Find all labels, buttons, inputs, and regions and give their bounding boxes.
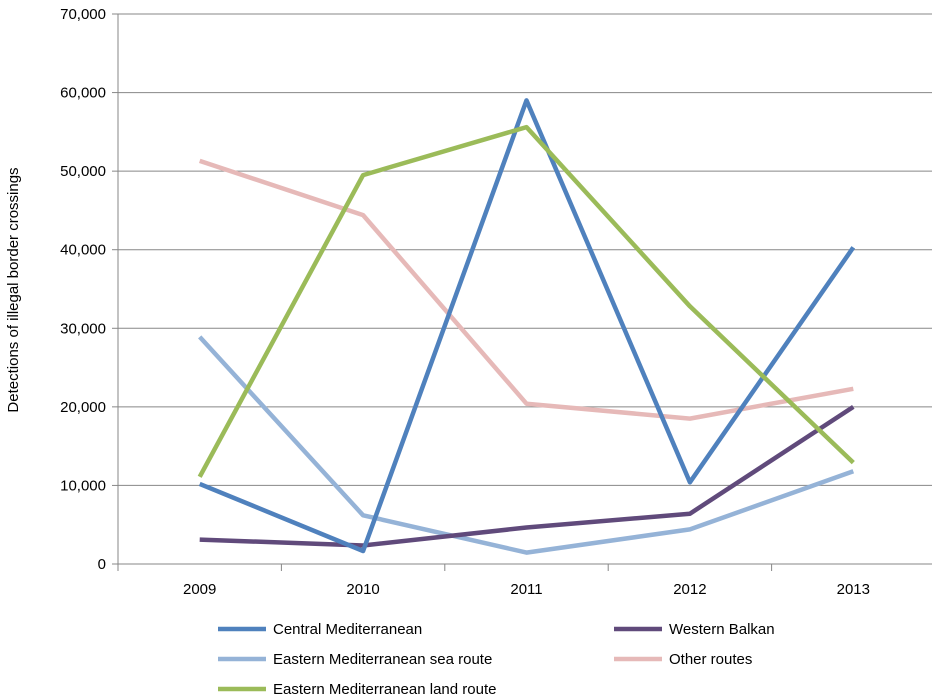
x-tick-label: 2011 (510, 581, 542, 598)
legend-item: Western Balkan (614, 621, 775, 638)
series-lines (197, 98, 856, 555)
y-tick-label: 20,000 (60, 399, 106, 416)
y-tick-label: 60,000 (60, 85, 106, 102)
legend-label: Eastern Mediterranean sea route (273, 651, 492, 668)
y-tick-label: 50,000 (60, 163, 106, 180)
y-tick-label: 0 (98, 556, 106, 573)
series-line (199, 405, 855, 548)
legend-label: Other routes (669, 651, 752, 668)
series-line (197, 124, 855, 478)
series-line (198, 335, 855, 555)
legend-label: Central Mediterranean (273, 621, 422, 638)
y-tick-label: 30,000 (60, 320, 106, 337)
x-tick-label: 2009 (183, 581, 216, 598)
gridlines (118, 13, 932, 486)
y-tick-label: 10,000 (60, 477, 106, 494)
legend-item: Central Mediterranean (218, 621, 422, 638)
legend-item: Eastern Mediterranean land route (218, 681, 496, 698)
x-tick-label: 2010 (346, 581, 379, 598)
x-tick-label: 2012 (673, 581, 706, 598)
y-tick-label: 70,000 (60, 6, 106, 23)
series-line (198, 158, 854, 421)
legend-label: Eastern Mediterranean land route (273, 681, 496, 698)
y-tick-label: 40,000 (60, 242, 106, 259)
legend-item: Other routes (614, 651, 752, 668)
axes (117, 14, 932, 565)
y-axis-ticks: 0 10,000 20,000 30,000 40,000 50,000 60,000 70,… (60, 6, 118, 573)
x-axis-ticks: 2009 2010 2011 2012 2013 (117, 564, 870, 598)
legend-label: Western Balkan (669, 621, 775, 638)
legend: Central Mediterranean Eastern Mediterrane… (218, 621, 775, 698)
legend-item: Eastern Mediterranean sea route (218, 651, 492, 668)
series-line (198, 98, 856, 554)
x-tick-label: 2013 (837, 581, 870, 598)
y-axis-label: Detections of illegal border crossings (5, 167, 22, 412)
